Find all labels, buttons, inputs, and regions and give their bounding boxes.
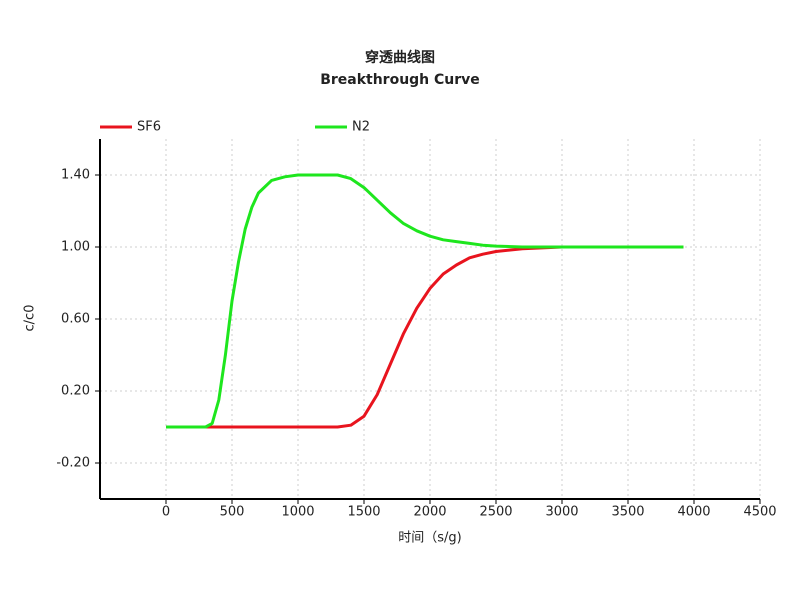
x-tick-label: 4000 [677,505,710,520]
y-tick-label: 0.60 [61,312,90,327]
x-axis-label: 时间（s/g) [398,531,461,546]
y-tick-label: 1.40 [61,168,90,183]
x-tick-label: 3000 [545,505,578,520]
x-tick-label: 3500 [611,505,644,520]
series-line [166,173,684,429]
y-tick-label: -0.20 [56,456,90,471]
y-tick-label: 0.20 [61,384,90,399]
x-tick-label: 500 [220,505,245,520]
legend-label: SF6 [137,120,161,135]
series-line [166,245,684,429]
x-tick-label: 1000 [281,505,314,520]
y-axis-label: c/c0 [23,305,38,332]
x-tick-label: 4500 [743,505,776,520]
x-tick-label: 0 [162,505,170,520]
x-tick-label: 2000 [413,505,446,520]
x-tick-label: 1500 [347,505,380,520]
legend-label: N2 [352,120,370,135]
x-tick-label: 2500 [479,505,512,520]
chart-title: 穿透曲线图 [365,49,435,66]
chart-subtitle: Breakthrough Curve [320,72,480,88]
y-tick-label: 1.00 [61,240,90,255]
